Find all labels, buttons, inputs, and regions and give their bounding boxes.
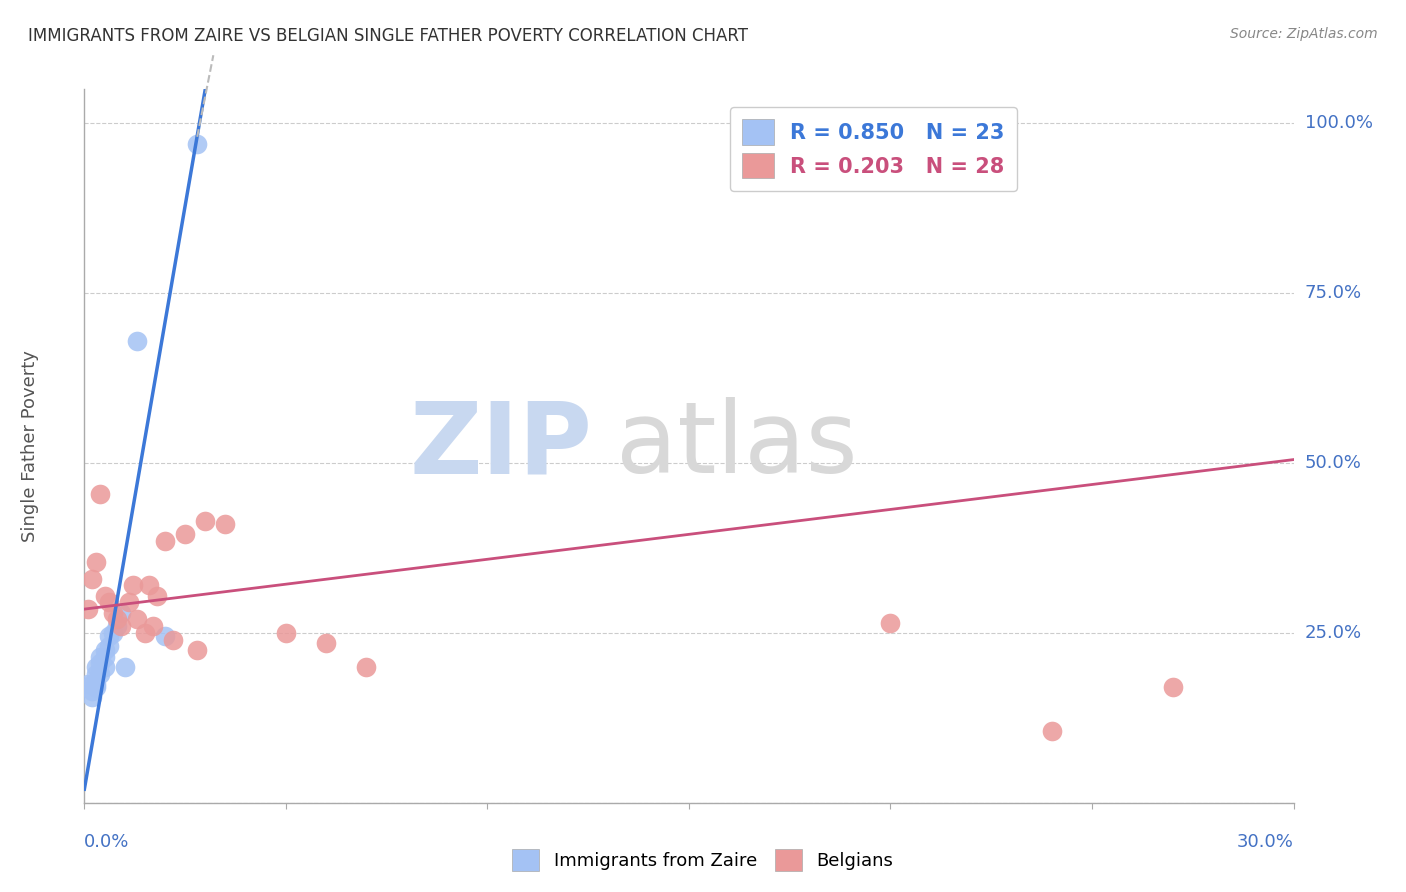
Point bbox=[146, 589, 169, 603]
Point bbox=[82, 683, 104, 698]
Point bbox=[86, 666, 108, 681]
Point bbox=[105, 619, 128, 633]
Point bbox=[86, 660, 108, 674]
Point bbox=[89, 666, 111, 681]
Text: IMMIGRANTS FROM ZAIRE VS BELGIAN SINGLE FATHER POVERTY CORRELATION CHART: IMMIGRANTS FROM ZAIRE VS BELGIAN SINGLE … bbox=[28, 27, 748, 45]
Point bbox=[1161, 680, 1184, 694]
Point bbox=[315, 636, 337, 650]
Point bbox=[125, 334, 148, 348]
Point bbox=[86, 555, 108, 569]
Text: 100.0%: 100.0% bbox=[1305, 114, 1372, 132]
Point bbox=[101, 626, 124, 640]
Point bbox=[82, 572, 104, 586]
Text: 50.0%: 50.0% bbox=[1305, 454, 1361, 472]
Point bbox=[101, 606, 124, 620]
Point bbox=[194, 514, 217, 528]
Point bbox=[93, 649, 115, 664]
Point bbox=[142, 619, 165, 633]
Point bbox=[86, 677, 108, 691]
Text: atlas: atlas bbox=[616, 398, 858, 494]
Point bbox=[125, 612, 148, 626]
Point bbox=[121, 578, 143, 592]
Point bbox=[86, 680, 108, 694]
Point bbox=[110, 619, 132, 633]
Point bbox=[110, 606, 132, 620]
Point bbox=[118, 595, 141, 609]
Text: ZIP: ZIP bbox=[409, 398, 592, 494]
Point bbox=[186, 643, 208, 657]
Text: 75.0%: 75.0% bbox=[1305, 284, 1362, 302]
Point bbox=[186, 136, 208, 151]
Point bbox=[77, 677, 100, 691]
Point bbox=[879, 615, 901, 630]
Point bbox=[93, 660, 115, 674]
Point bbox=[1040, 724, 1063, 739]
Point bbox=[89, 657, 111, 671]
Point bbox=[93, 589, 115, 603]
Point bbox=[153, 629, 176, 643]
Point bbox=[214, 517, 236, 532]
Text: 30.0%: 30.0% bbox=[1237, 833, 1294, 851]
Point bbox=[162, 632, 184, 647]
Point bbox=[138, 578, 160, 592]
Text: Source: ZipAtlas.com: Source: ZipAtlas.com bbox=[1230, 27, 1378, 41]
Point bbox=[89, 649, 111, 664]
Point bbox=[134, 626, 156, 640]
Point bbox=[105, 612, 128, 626]
Point bbox=[274, 626, 297, 640]
Point bbox=[97, 595, 120, 609]
Point bbox=[82, 677, 104, 691]
Point bbox=[97, 640, 120, 654]
Text: 25.0%: 25.0% bbox=[1305, 624, 1362, 642]
Point bbox=[153, 534, 176, 549]
Point bbox=[174, 527, 197, 541]
Legend: R = 0.850   N = 23, R = 0.203   N = 28: R = 0.850 N = 23, R = 0.203 N = 28 bbox=[730, 107, 1017, 191]
Point bbox=[93, 643, 115, 657]
Point bbox=[356, 660, 378, 674]
Point bbox=[77, 602, 100, 616]
Point bbox=[114, 660, 136, 674]
Text: 0.0%: 0.0% bbox=[84, 833, 129, 851]
Text: Single Father Poverty: Single Father Poverty bbox=[21, 350, 39, 542]
Legend: Immigrants from Zaire, Belgians: Immigrants from Zaire, Belgians bbox=[505, 842, 901, 879]
Point bbox=[89, 486, 111, 500]
Point bbox=[97, 629, 120, 643]
Point bbox=[82, 690, 104, 705]
